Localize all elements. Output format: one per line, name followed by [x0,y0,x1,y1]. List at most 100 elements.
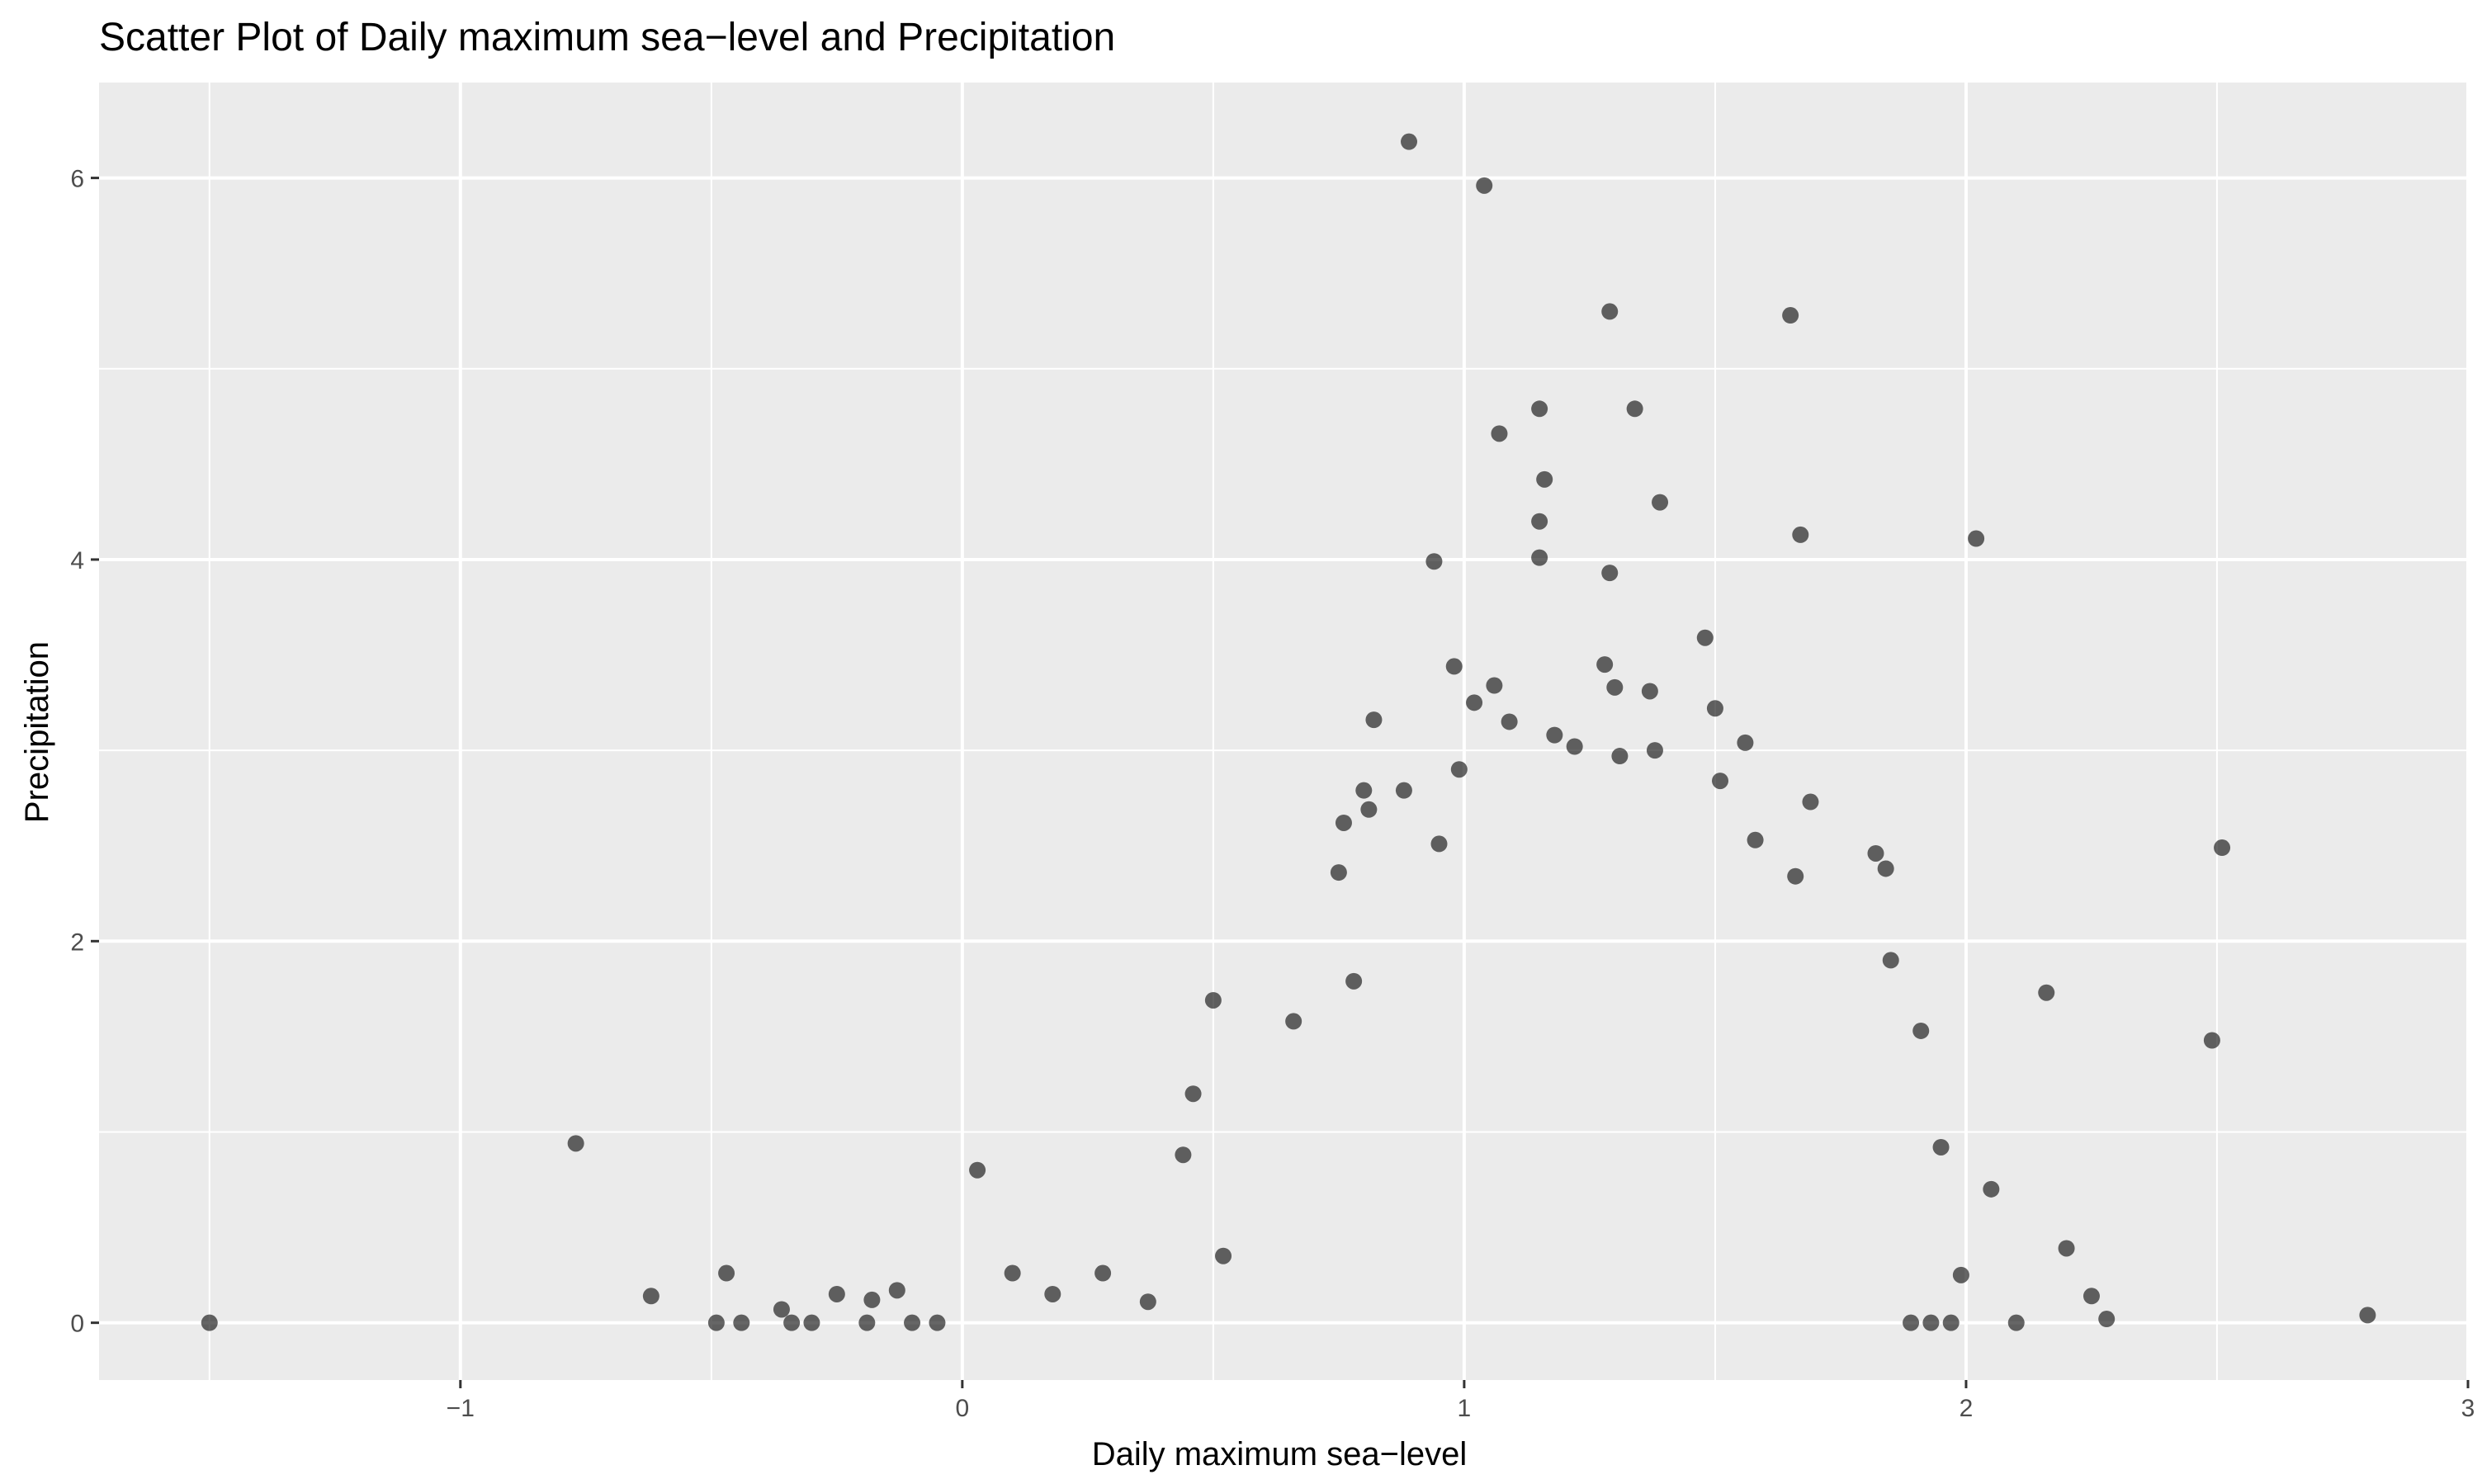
scatter-point [1646,742,1663,759]
scatter-point [1004,1264,1021,1282]
grid-lines [99,83,2470,1380]
scatter-point [1903,1314,1920,1331]
scatter-point [2214,839,2231,857]
scatter-point [2359,1307,2376,1324]
scatter-point [1922,1314,1940,1331]
scatter-point [1792,526,1809,543]
x-tick-label: 2 [1960,1395,1974,1422]
scatter-point [2007,1314,2025,1331]
scatter-point [1365,711,1383,729]
scatter-point [1932,1138,1950,1156]
scatter-point [888,1282,905,1299]
scatter-point [1882,952,1899,969]
scatter-point [863,1291,881,1308]
scatter-point [1531,400,1548,418]
scatter-point [1747,831,1764,848]
scatter-point [1215,1247,1232,1264]
y-tick-label: 0 [70,1311,84,1338]
scatter-point [828,1285,845,1302]
scatter-point [783,1314,801,1331]
scatter-point [858,1314,876,1331]
scatter-point [1641,683,1658,700]
scatter-point [1175,1146,1192,1164]
scatter-point [567,1135,584,1152]
scatter-point [1430,835,1448,853]
scatter-point [929,1314,946,1331]
scatter-point [642,1288,660,1305]
data-points [201,133,2376,1331]
scatter-point [1285,1013,1302,1030]
scatter-point [1395,782,1412,799]
scatter-point [1867,844,1884,862]
y-tick-label: 6 [70,166,84,193]
scatter-point [1712,773,1729,790]
x-tick-label: −1 [447,1395,475,1422]
scatter-point [1952,1266,1969,1283]
scatter-point [1601,303,1619,320]
scatter-point [1044,1285,1061,1302]
scatter-point [1626,400,1643,418]
scatter-point [1706,700,1723,717]
scatter-point [1942,1314,1960,1331]
scatter-point [1566,738,1583,755]
scatter-point [1601,565,1619,582]
scatter-point [1912,1022,1930,1039]
scatter-point [1531,549,1548,566]
scatter-point [1360,801,1378,818]
x-tick-label: 1 [1458,1395,1472,1422]
scatter-point [1531,513,1548,530]
scatter-point [1425,553,1443,570]
scatter-point [2058,1240,2075,1257]
scatter-point [2038,984,2055,1001]
scatter-point [904,1314,921,1331]
scatter-point [1596,656,1614,673]
scatter-point [1546,726,1563,744]
x-tick-label: 0 [956,1395,970,1422]
scatter-point [2098,1311,2116,1328]
y-tick-label: 4 [70,547,84,574]
scatter-point [1330,864,1347,881]
scatter-point [1782,307,1799,324]
scatter-point [1877,860,1894,877]
scatter-point [1652,494,1669,511]
scatter-point [1184,1085,1202,1103]
scatter-point [718,1264,735,1282]
scatter-point [1696,629,1714,646]
scatter-point [2203,1032,2220,1049]
scatter-point [969,1161,986,1179]
scatter-point [1486,677,1503,694]
scatter-point [1536,470,1553,488]
scatter-point [1983,1180,2000,1198]
scatter-point [1606,678,1624,696]
scatter-point [1204,991,1222,1009]
scatter-point [1450,761,1468,778]
y-axis-ticks: 0 2 4 6 [70,166,99,1338]
chart-title: Scatter Plot of Daily maximum sea−level … [99,16,1116,59]
scatter-point [1968,530,1985,547]
scatter-point [707,1314,725,1331]
scatter-point [1094,1264,1112,1282]
scatter-point [773,1301,790,1318]
x-axis-ticks: −1 0 1 2 3 [447,1380,2475,1422]
scatter-point [1501,713,1518,730]
x-axis-title: Daily maximum sea−level [1092,1436,1468,1472]
scatter-point [803,1314,820,1331]
scatter-point [1445,658,1463,675]
scatter-point [1476,177,1493,194]
scatter-point [1355,782,1373,799]
scatter-point [1491,425,1508,442]
y-tick-label: 2 [70,929,84,956]
x-tick-label: 3 [2461,1395,2475,1422]
scatter-point [1787,867,1804,885]
scatter-point [1737,734,1754,751]
scatter-point [1139,1293,1156,1311]
y-axis-title: Precipitation [19,641,55,823]
scatter-point [2083,1288,2100,1305]
scatter-point [1345,972,1363,990]
scatter-point [733,1314,750,1331]
plot-panel [99,83,2468,1380]
scatter-point [1466,694,1483,711]
scatter-point [201,1314,218,1331]
scatter-point [1401,133,1418,150]
scatter-point [1802,793,1819,811]
